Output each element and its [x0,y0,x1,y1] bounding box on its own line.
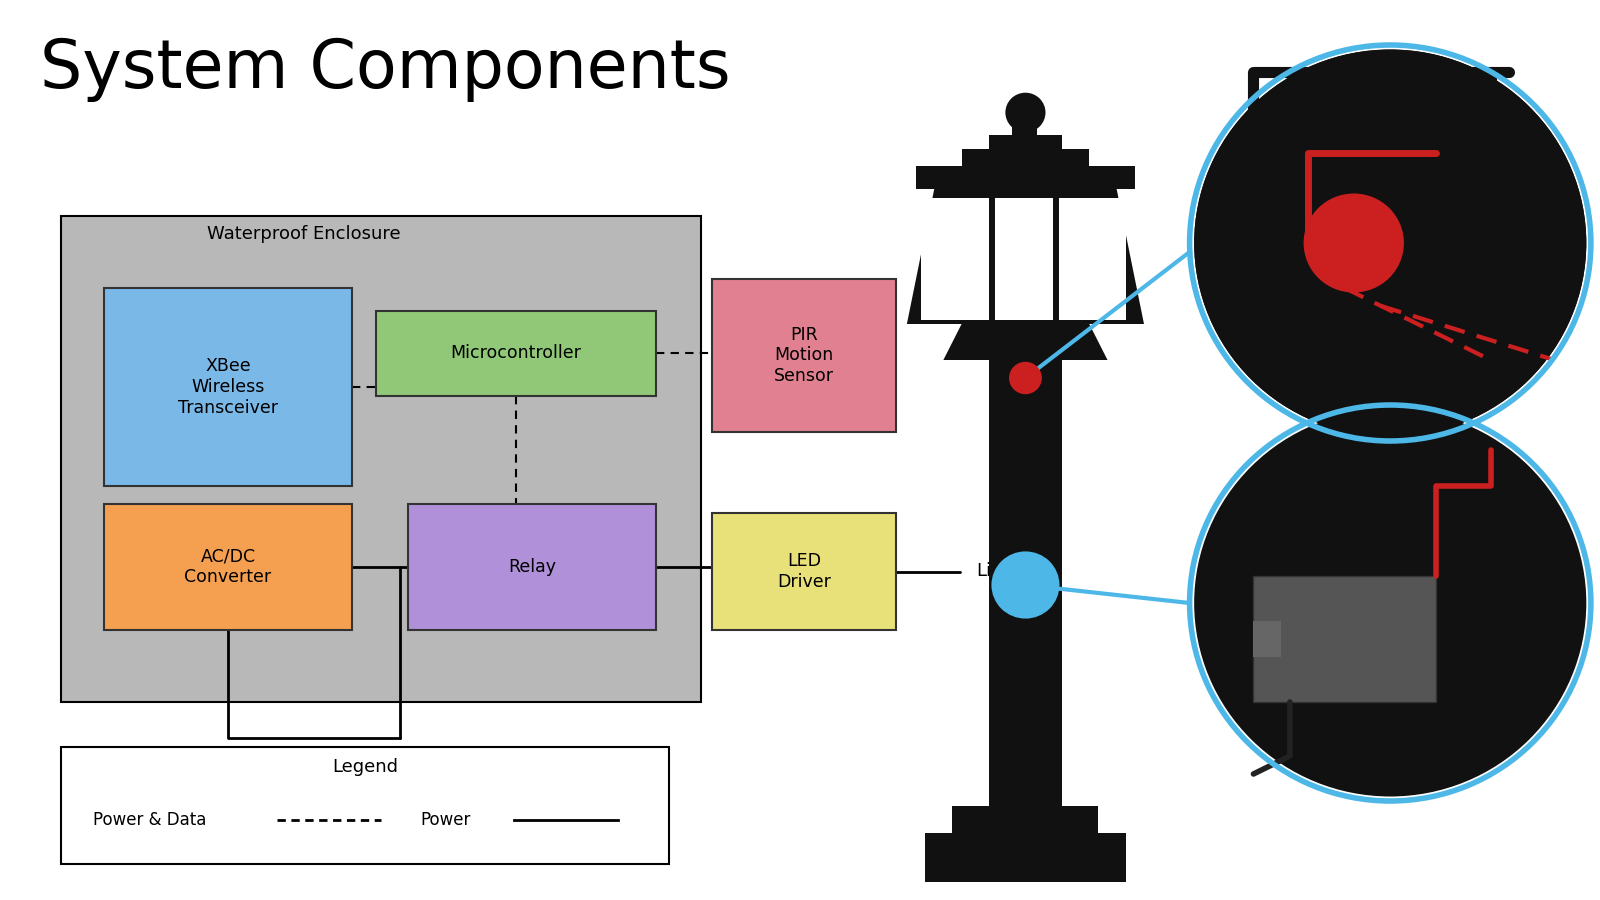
Circle shape [1005,93,1045,132]
Text: Lights: Lights [976,562,1030,580]
Bar [1253,621,1282,657]
Bar [915,166,1134,189]
FancyBboxPatch shape [104,504,352,630]
Bar [989,198,995,320]
Text: Microcontroller: Microcontroller [451,344,581,362]
Text: PIR
Motion
Sensor: PIR Motion Sensor [774,326,834,385]
Bar [962,148,1090,166]
Text: AC/DC
Converter: AC/DC Converter [184,547,272,587]
Circle shape [1304,194,1403,292]
Bar [1011,112,1037,135]
FancyBboxPatch shape [61,747,669,864]
Polygon shape [944,324,1107,360]
Bar [920,198,1126,320]
Text: Relay: Relay [509,558,557,576]
FancyBboxPatch shape [408,504,656,630]
Bar [1253,576,1435,702]
Polygon shape [907,189,1144,324]
Circle shape [1194,50,1586,436]
Circle shape [1010,569,1042,601]
Text: Power: Power [421,811,470,829]
Circle shape [1194,50,1586,436]
Bar [989,360,1062,810]
Bar [989,135,1062,148]
Circle shape [994,554,1058,616]
Text: Power & Data: Power & Data [93,811,206,829]
Text: System Components: System Components [40,36,731,102]
Text: XBee
Wireless
Transceiver: XBee Wireless Transceiver [178,357,278,417]
Text: Legend: Legend [331,758,398,776]
Circle shape [1194,410,1586,796]
Circle shape [1010,362,1042,394]
FancyBboxPatch shape [376,310,656,396]
Text: LED
Driver: LED Driver [778,552,830,591]
FancyBboxPatch shape [712,513,896,630]
Bar [925,832,1126,882]
Bar [952,806,1099,832]
FancyBboxPatch shape [104,288,352,486]
Text: Power from mains: Power from mains [416,747,573,765]
Bar [1053,198,1059,320]
FancyBboxPatch shape [61,216,701,702]
Text: Waterproof Enclosure: Waterproof Enclosure [206,225,402,243]
FancyBboxPatch shape [712,279,896,432]
